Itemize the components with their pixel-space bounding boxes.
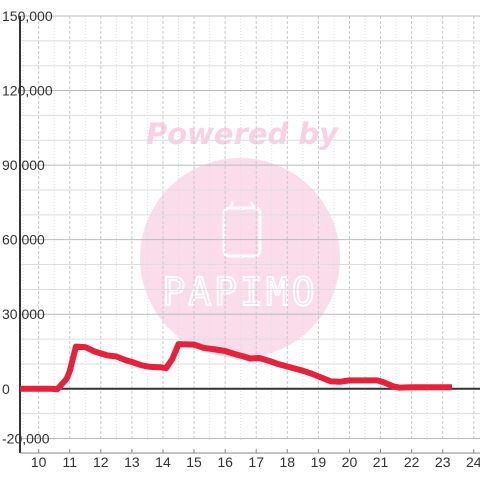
x-tick-label: 24 bbox=[466, 454, 480, 470]
watermark-logo-text: PAPIMO bbox=[162, 270, 317, 314]
x-tick-label: 15 bbox=[186, 454, 202, 470]
x-tick-label: 11 bbox=[62, 454, 77, 470]
x-tick-label: 21 bbox=[373, 454, 389, 470]
y-tick-label: 30,000 bbox=[2, 306, 45, 322]
y-tick-label: 150,000 bbox=[2, 8, 53, 24]
x-tick-label: 17 bbox=[248, 454, 264, 470]
y-tick-label: -20,000 bbox=[2, 431, 50, 447]
x-tick-label: 12 bbox=[93, 454, 109, 470]
x-tick-label: 10 bbox=[31, 454, 47, 470]
tick-labels: 10 11 12 13 14 15 16 17 18 19 20 21 22 23 24 -20,000 0 30… bbox=[2, 8, 480, 470]
watermark-text: Powered by bbox=[146, 117, 339, 151]
x-tick-label: 20 bbox=[342, 454, 358, 470]
x-tick-label: 19 bbox=[311, 454, 327, 470]
series-line bbox=[20, 341, 452, 393]
x-tick-label: 13 bbox=[124, 454, 140, 470]
x-tick-label: 18 bbox=[280, 454, 296, 470]
phone-icon bbox=[222, 201, 262, 258]
watermark-circle bbox=[140, 158, 340, 358]
x-tick-label: 23 bbox=[435, 454, 451, 470]
grid bbox=[20, 15, 480, 441]
x-tick-label: 14 bbox=[155, 454, 171, 470]
y-tick-label: 90,000 bbox=[2, 157, 45, 173]
watermark: Powered by PAPIMO bbox=[140, 117, 340, 358]
x-tick-label: 16 bbox=[217, 454, 233, 470]
x-tick-label: 22 bbox=[404, 454, 420, 470]
y-tick-label: 120,000 bbox=[2, 83, 53, 99]
y-tick-label: 0 bbox=[2, 381, 10, 397]
y-tick-label: 60,000 bbox=[2, 232, 45, 248]
series-layer bbox=[20, 341, 452, 393]
